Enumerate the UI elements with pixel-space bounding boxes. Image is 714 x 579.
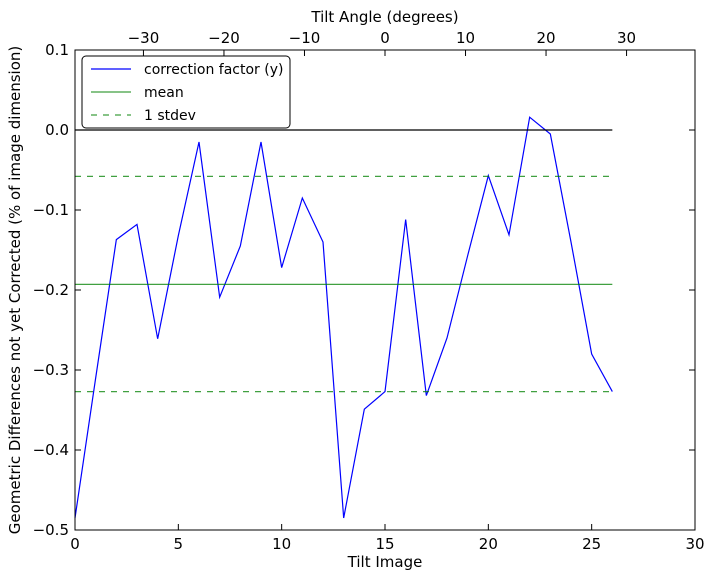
top-x-tick-label: 20 xyxy=(536,29,555,47)
x-tick-label: 10 xyxy=(272,535,291,553)
y-tick-label: 0.0 xyxy=(45,121,69,139)
y-axis-title: Geometric Differences not yet Corrected … xyxy=(6,46,24,535)
legend-box xyxy=(81,55,291,129)
y-tick-label: −0.1 xyxy=(33,201,69,219)
legend: correction factor (y) mean 1 stdev xyxy=(81,55,291,129)
y-tick-label: 0.1 xyxy=(45,41,69,59)
x-tick-label: 20 xyxy=(479,535,498,553)
y-tick-label: −0.5 xyxy=(33,521,69,539)
x-tick-label: 25 xyxy=(582,535,601,553)
top-x-tick-label: 10 xyxy=(456,29,475,47)
x-tick-label: 0 xyxy=(70,535,80,553)
top-x-tick-label: 0 xyxy=(380,29,390,47)
y-tick-label: −0.2 xyxy=(33,281,69,299)
top-x-tick-label: −10 xyxy=(289,29,321,47)
series-line-0 xyxy=(74,116,613,519)
top-x-tick-label: 30 xyxy=(617,29,636,47)
x-axis-title: Tilt Image xyxy=(347,553,423,571)
y-tick-label: −0.3 xyxy=(33,361,69,379)
legend-label: correction factor (y) xyxy=(144,62,283,78)
top-x-tick-label: −30 xyxy=(128,29,160,47)
top-x-tick-label: −20 xyxy=(208,29,240,47)
x-tick-label: 30 xyxy=(685,535,704,553)
x-tick-label: 5 xyxy=(174,535,184,553)
x-tick-label: 15 xyxy=(375,535,394,553)
plot-area: 0 5 10 15 20 25 30 −30 −20 −10 0 10 20 30 −0.5 −0.4 −0.3… xyxy=(33,29,705,553)
legend-label: mean xyxy=(144,85,184,101)
y-tick-label: −0.4 xyxy=(33,441,69,459)
legend-label: 1 stdev xyxy=(144,108,196,124)
top-x-axis-title: Tilt Angle (degrees) xyxy=(310,8,458,26)
